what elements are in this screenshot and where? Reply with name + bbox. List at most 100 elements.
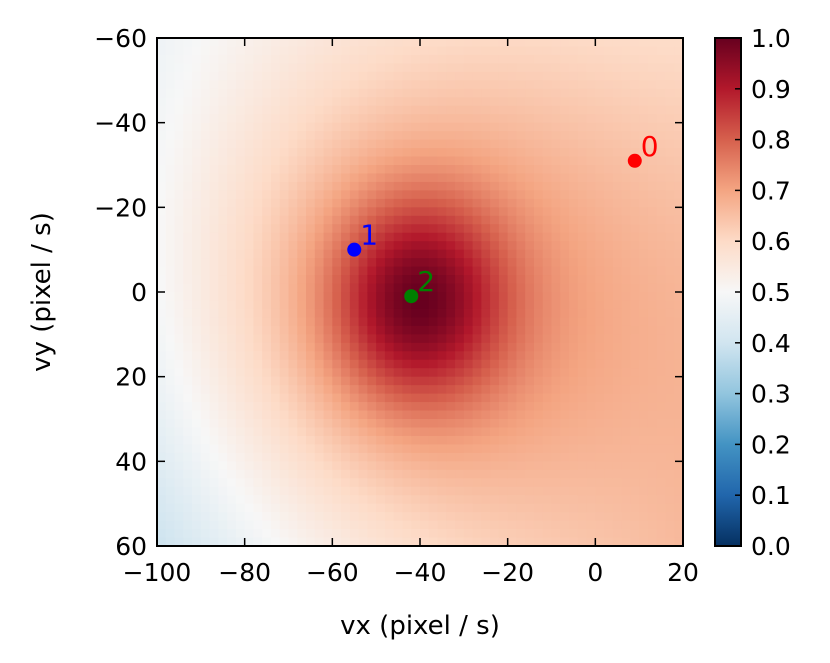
heatmap-cell (270, 122, 281, 132)
heatmap-cell (586, 359, 596, 369)
heatmap-cell (560, 241, 570, 251)
heatmap-cell (481, 80, 491, 90)
heatmap-cell (384, 54, 395, 64)
heatmap-cell (218, 300, 228, 310)
heatmap-cell (218, 359, 228, 369)
heatmap-cell (262, 376, 272, 386)
y-tick-label: −40 (94, 109, 147, 138)
heatmap-cell (253, 258, 263, 268)
heatmap-cell (253, 512, 263, 522)
heatmap-cell (656, 300, 667, 310)
heatmap-cell (569, 80, 579, 90)
heatmap-cell (288, 207, 298, 217)
heatmap-cell (525, 190, 535, 200)
heatmap-cell (192, 97, 202, 107)
heatmap-cell (507, 190, 518, 200)
heatmap-cell (542, 241, 553, 251)
heatmap-cell (384, 292, 395, 302)
heatmap-cell (411, 520, 421, 530)
heatmap-cell (323, 469, 333, 479)
heatmap-cell (332, 317, 342, 327)
heatmap-cell (647, 478, 658, 488)
heatmap-cell (437, 88, 447, 98)
heatmap-cell (411, 461, 421, 471)
heatmap-cell (507, 38, 518, 48)
heatmap-cell (183, 173, 193, 183)
heatmap-cell (674, 275, 683, 285)
heatmap-cell (174, 317, 184, 327)
heatmap-cell (463, 410, 474, 420)
heatmap-cell (297, 181, 307, 191)
heatmap-cell (604, 88, 614, 98)
heatmap-cell (569, 435, 579, 445)
heatmap-cell (341, 419, 351, 429)
heatmap-cell (639, 71, 649, 81)
heatmap-cell (288, 198, 298, 208)
heatmap-cell (665, 317, 675, 327)
heatmap-cell (516, 308, 526, 318)
heatmap-cell (569, 503, 579, 513)
heatmap-cell (560, 114, 570, 124)
heatmap-cell (192, 376, 202, 386)
heatmap-cell (306, 469, 316, 479)
heatmap-cell (507, 97, 518, 107)
heatmap-cell (507, 342, 518, 352)
heatmap-cell (192, 105, 202, 115)
heatmap-cell (630, 300, 640, 310)
heatmap-cell (402, 368, 412, 378)
heatmap-cell (604, 198, 614, 208)
heatmap-cell (279, 224, 290, 234)
heatmap-cell (192, 165, 202, 175)
heatmap-cell (428, 461, 439, 471)
heatmap-cell (174, 342, 184, 352)
heatmap-cell (411, 224, 421, 234)
x-tick-label: 0 (587, 558, 603, 587)
heatmap-cell (551, 139, 561, 149)
heatmap-cell (306, 232, 316, 242)
heatmap-cell (402, 80, 412, 90)
heatmap-cell (560, 232, 570, 242)
heatmap-cell (533, 148, 544, 158)
heatmap-cell (376, 427, 386, 437)
heatmap-cell (674, 122, 683, 132)
heatmap-cell (306, 46, 316, 56)
heatmap-cell (314, 122, 325, 132)
heatmap-cell (200, 410, 211, 420)
heatmap-cell (525, 410, 535, 420)
heatmap-cell (674, 351, 683, 361)
heatmap-cell (542, 131, 553, 141)
heatmap-cell (297, 232, 307, 242)
heatmap-cell (639, 478, 649, 488)
heatmap-cell (262, 478, 272, 488)
heatmap-cell (569, 402, 579, 412)
heatmap-cell (297, 376, 307, 386)
heatmap-cell (384, 520, 395, 530)
heatmap-cell (349, 495, 360, 505)
heatmap-cell (463, 325, 474, 335)
heatmap-cell (402, 503, 412, 513)
heatmap-cell (174, 275, 184, 285)
heatmap-cell (604, 38, 614, 48)
heatmap-cell (341, 537, 351, 546)
heatmap-cell (446, 249, 456, 259)
heatmap-cell (446, 198, 456, 208)
heatmap-cell (542, 156, 553, 166)
heatmap-cell (586, 419, 596, 429)
heatmap-cell (437, 54, 447, 64)
heatmap-cell (270, 148, 281, 158)
heatmap-cell (639, 38, 649, 48)
heatmap-cell (656, 469, 667, 479)
heatmap-cell (656, 486, 667, 496)
heatmap-cell (630, 325, 640, 335)
heatmap-cell (533, 131, 544, 141)
heatmap-cell (279, 308, 290, 318)
heatmap-cell (323, 435, 333, 445)
heatmap-cell (656, 181, 667, 191)
heatmap-cell (516, 63, 526, 73)
heatmap-cell (323, 215, 333, 225)
heatmap-cell (218, 122, 228, 132)
heatmap-cell (297, 300, 307, 310)
heatmap-cell (542, 342, 553, 352)
heatmap-cell (621, 292, 631, 302)
heatmap-cell (183, 63, 193, 73)
